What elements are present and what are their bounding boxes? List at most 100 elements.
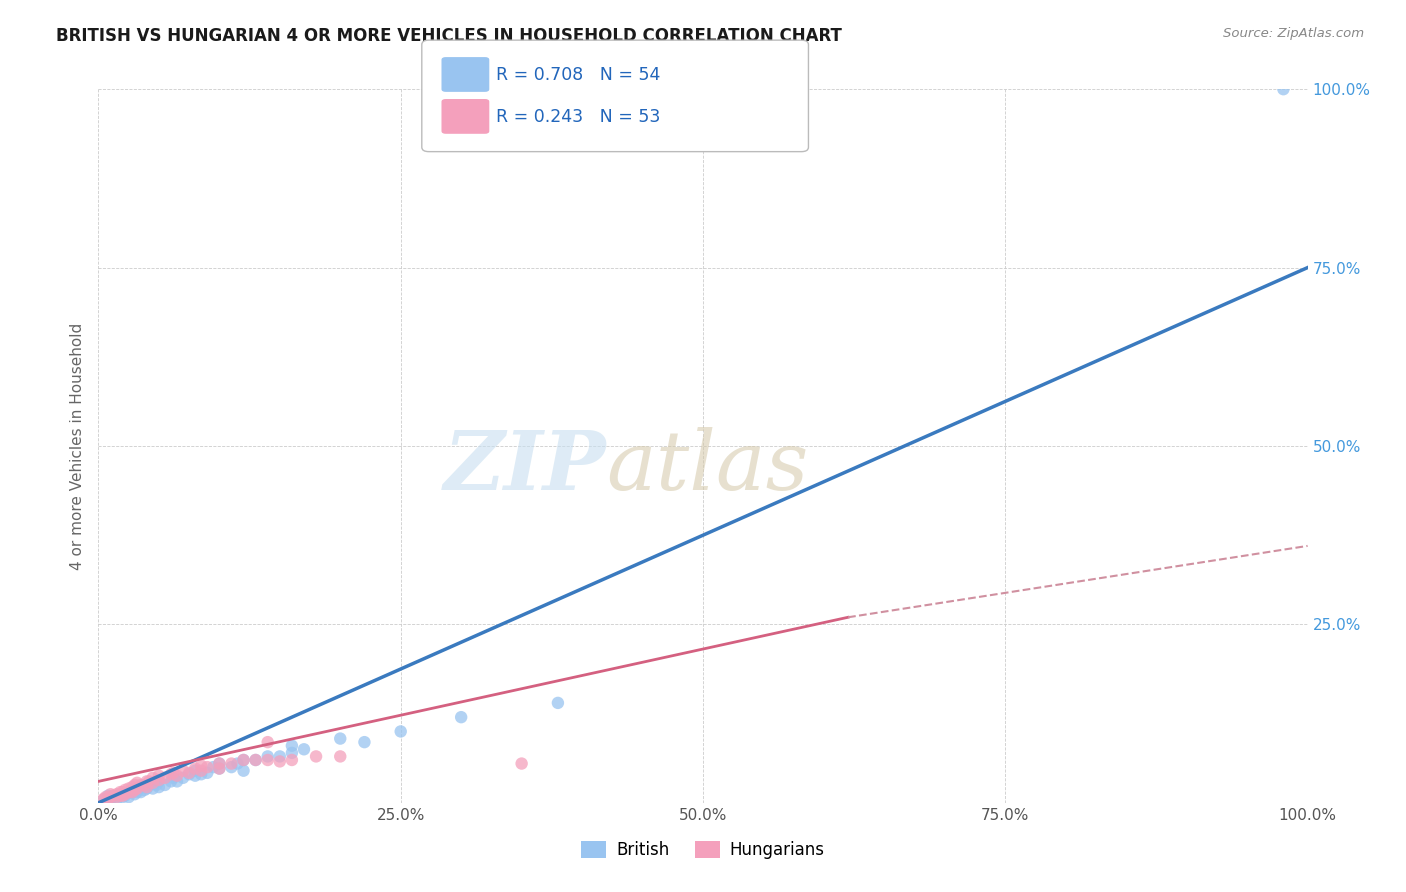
Point [208,756,231,771]
Point [153,778,176,792]
Point [208,762,231,776]
Point [269,749,291,764]
Point [129,785,152,799]
Point [100,790,122,805]
Point [127,776,149,790]
Point [202,760,225,774]
Point [127,785,149,799]
Point [101,790,124,805]
Point [111,790,134,805]
Point [114,787,136,801]
Point [353,735,375,749]
Point [179,767,201,781]
Point [114,783,136,797]
Text: Source: ZipAtlas.com: Source: ZipAtlas.com [1223,27,1364,40]
Point [281,746,304,760]
Point [208,756,231,771]
Point [121,785,143,799]
Point [93,792,115,806]
Point [108,785,131,799]
Point [108,789,131,803]
Point [1272,82,1295,96]
Point [190,764,212,778]
Point [105,790,128,805]
Point [105,792,128,806]
Point [145,778,167,792]
Point [184,764,207,778]
Y-axis label: 4 or more Vehicles in Household: 4 or more Vehicles in Household [69,322,84,570]
Point [172,764,194,778]
Point [148,769,170,783]
Point [389,724,412,739]
Text: R = 0.243   N = 53: R = 0.243 N = 53 [496,108,661,126]
Point [118,785,141,799]
Point [111,785,134,799]
Point [121,785,143,799]
Legend: British, Hungarians: British, Hungarians [575,834,831,866]
Point [121,780,143,794]
Point [195,765,218,780]
Point [190,767,212,781]
Point [135,780,157,794]
Point [118,790,141,805]
Point [124,783,146,797]
Point [162,765,184,780]
Point [108,789,131,803]
Point [111,787,134,801]
Point [118,781,141,796]
Point [135,774,157,789]
Point [111,789,134,803]
Point [97,789,120,803]
Point [100,787,122,801]
Point [184,769,207,783]
Point [226,756,249,771]
Point [245,753,267,767]
Point [101,789,124,803]
Point [195,760,218,774]
Point [124,783,146,797]
Point [221,756,243,771]
Point [105,789,128,803]
Point [148,774,170,789]
Point [127,781,149,796]
Point [91,792,114,806]
Point [221,760,243,774]
Point [134,783,156,797]
Point [142,781,165,796]
Point [190,758,212,772]
Point [547,696,569,710]
Point [208,762,231,776]
Point [166,769,188,783]
Point [245,753,267,767]
Point [305,749,328,764]
Point [138,774,160,789]
Text: ZIP: ZIP [444,427,606,508]
Point [134,778,156,792]
Text: R = 0.708   N = 54: R = 0.708 N = 54 [496,66,661,84]
Point [232,753,254,767]
Point [100,792,122,806]
Point [118,785,141,799]
Point [256,735,278,749]
Point [148,780,170,794]
Point [142,776,165,790]
Point [510,756,533,771]
Point [269,755,291,769]
Point [179,765,201,780]
Point [256,749,278,764]
Point [172,771,194,785]
Point [232,753,254,767]
Point [114,789,136,803]
Point [232,764,254,778]
Point [292,742,315,756]
Point [153,771,176,785]
Point [94,790,117,805]
Point [281,739,304,753]
Point [97,792,120,806]
Point [329,731,352,746]
Point [184,762,207,776]
Point [142,771,165,785]
Text: atlas: atlas [606,427,808,508]
Point [450,710,472,724]
Point [138,778,160,792]
